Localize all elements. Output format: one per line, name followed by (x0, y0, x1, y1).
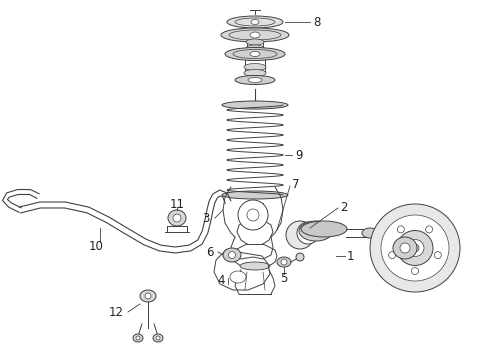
Ellipse shape (221, 28, 289, 42)
Text: 11: 11 (170, 198, 185, 211)
Text: 9: 9 (295, 149, 302, 162)
Ellipse shape (228, 252, 236, 258)
Ellipse shape (136, 336, 140, 340)
Ellipse shape (389, 252, 395, 258)
Ellipse shape (362, 228, 378, 238)
Text: 4: 4 (218, 274, 225, 287)
Ellipse shape (235, 76, 275, 85)
Ellipse shape (400, 243, 410, 253)
Ellipse shape (281, 259, 287, 265)
Ellipse shape (246, 39, 264, 45)
Ellipse shape (277, 257, 291, 267)
Text: 8: 8 (313, 15, 320, 28)
Ellipse shape (251, 19, 259, 24)
Text: 10: 10 (89, 239, 103, 252)
Ellipse shape (238, 200, 268, 230)
Ellipse shape (140, 290, 156, 302)
Ellipse shape (434, 252, 441, 258)
Ellipse shape (133, 334, 143, 342)
Ellipse shape (397, 226, 404, 233)
Ellipse shape (397, 230, 433, 266)
Ellipse shape (230, 271, 246, 283)
Ellipse shape (246, 45, 264, 51)
Ellipse shape (393, 237, 417, 259)
Ellipse shape (286, 221, 314, 249)
Ellipse shape (222, 191, 288, 199)
Ellipse shape (370, 204, 460, 292)
Ellipse shape (244, 69, 266, 77)
Ellipse shape (381, 215, 449, 281)
Ellipse shape (426, 226, 433, 233)
Ellipse shape (299, 221, 333, 241)
Text: 5: 5 (280, 271, 288, 284)
Ellipse shape (156, 336, 160, 340)
Ellipse shape (248, 77, 262, 82)
Ellipse shape (225, 48, 285, 60)
Ellipse shape (168, 210, 186, 226)
Text: 6: 6 (206, 246, 214, 258)
Ellipse shape (411, 244, 419, 252)
Ellipse shape (412, 267, 418, 275)
Ellipse shape (153, 334, 163, 342)
Ellipse shape (247, 209, 259, 221)
Ellipse shape (250, 51, 260, 57)
Ellipse shape (297, 222, 319, 244)
Ellipse shape (222, 101, 288, 109)
Ellipse shape (223, 248, 241, 262)
Ellipse shape (145, 293, 151, 299)
Text: 1: 1 (347, 249, 354, 262)
Ellipse shape (173, 214, 181, 222)
Text: 3: 3 (203, 212, 210, 225)
Ellipse shape (250, 32, 260, 38)
Ellipse shape (301, 221, 347, 237)
Ellipse shape (240, 262, 270, 270)
Text: 12: 12 (109, 306, 124, 319)
Ellipse shape (406, 239, 424, 256)
Ellipse shape (296, 253, 304, 261)
Text: 7: 7 (292, 177, 299, 190)
Text: 2: 2 (340, 201, 347, 213)
Ellipse shape (227, 16, 283, 28)
Ellipse shape (244, 63, 266, 71)
